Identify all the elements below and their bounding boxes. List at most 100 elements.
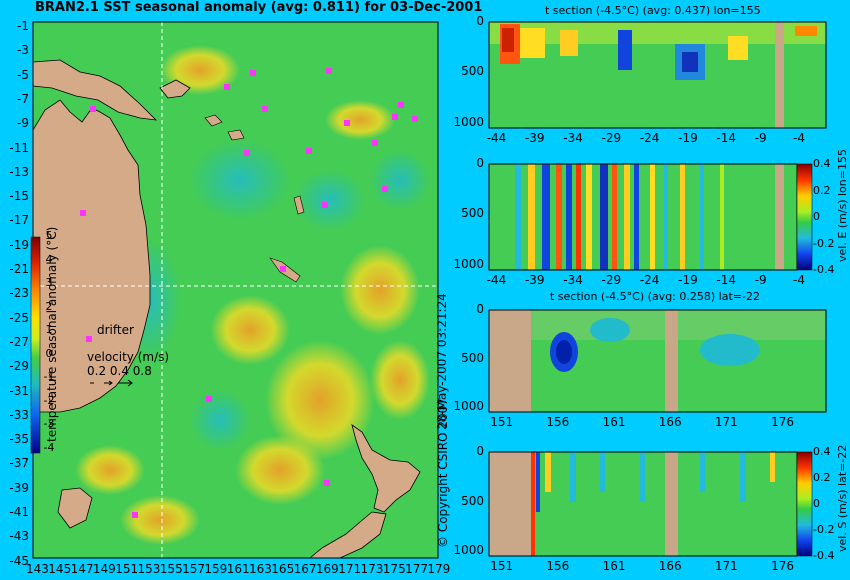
panel-y-tick: 1000 <box>453 114 484 129</box>
panel-x-tick: -19 <box>678 131 698 145</box>
section-panel-4 <box>488 451 813 557</box>
panel-x-tick: -9 <box>754 131 767 145</box>
lat-tick-label: -15 <box>9 189 29 204</box>
velocity-ticks: 0.2 0.4 0.8 <box>87 364 152 378</box>
lon-tick-label: 179 <box>427 562 451 576</box>
panel-x-tick: -39 <box>524 131 545 145</box>
lon-tick-label: 167 <box>293 562 317 576</box>
lon-tick-label: 177 <box>405 562 428 576</box>
lon-tick-label: 165 <box>271 562 295 576</box>
lon-tick-label: 171 <box>338 562 362 576</box>
lat-tick-label: -1 <box>17 19 29 33</box>
land-column <box>665 310 678 412</box>
solomon-islands <box>204 114 245 141</box>
lat-tick-label: -31 <box>9 383 29 398</box>
lat-tick-label: -23 <box>9 286 29 301</box>
new-britain-land <box>159 79 191 99</box>
panel-colorbar-tick: 0.2 <box>813 183 831 197</box>
lat-tick-label: -37 <box>9 456 29 471</box>
panel-x-tick: -14 <box>716 273 737 287</box>
panel-colorbar-tick: -0.4 <box>813 263 835 276</box>
lat-tick-label: -3 <box>17 43 29 58</box>
panel-x-tick: -39 <box>524 273 545 287</box>
panel-x-tick: -34 <box>563 131 583 145</box>
panel-x-tick: 166 <box>658 559 682 573</box>
lat-tick-label: -25 <box>9 310 29 325</box>
colorbar-tick: 4 <box>45 252 53 266</box>
lat-tick-label: -39 <box>9 480 29 495</box>
panel-x-tick: -29 <box>601 273 622 287</box>
tasmania-land <box>57 487 93 529</box>
panel-x-tick: -34 <box>563 273 583 287</box>
panel-4-colorbar-label: vel. S (m/s) lat=-22 <box>836 444 849 552</box>
panel-x-tick: 156 <box>546 559 570 573</box>
panel-x-tick: 151 <box>490 559 514 573</box>
panel-x-tick: -24 <box>639 131 660 145</box>
lat-tick-label: -41 <box>9 505 29 519</box>
lat-tick-label: -27 <box>9 334 29 349</box>
lat-tick-label: -33 <box>9 407 29 422</box>
panel-x-tick: 161 <box>602 559 626 573</box>
panel-y-tick: 1000 <box>453 543 484 558</box>
drifter-label: drifter <box>97 323 134 337</box>
section-panel-2 <box>488 163 813 271</box>
lon-tick-label: 155 <box>159 562 183 576</box>
drifter-markers <box>80 68 418 518</box>
panel-colorbar-tick: 0.2 <box>813 471 831 484</box>
lon-tick-label: 159 <box>204 562 228 576</box>
panel-y-tick: 500 <box>461 206 484 221</box>
land-column <box>489 452 531 556</box>
panel-x-tick: -19 <box>678 273 698 287</box>
panel-colorbar-tick: -0.4 <box>813 549 835 562</box>
panel-x-tick: 151 <box>490 415 514 429</box>
vel-s-colorbar <box>796 451 813 557</box>
lon-tick-label: 143 <box>26 562 49 576</box>
lon-tick-label: 147 <box>70 562 94 576</box>
panel-x-tick: 176 <box>771 559 794 573</box>
lat-tick-label: -17 <box>9 213 29 228</box>
panel-y-tick: 0 <box>476 156 484 170</box>
lat-tick-label: -7 <box>17 91 29 106</box>
panel-y-tick: 500 <box>461 493 484 508</box>
panel-x-tick: -4 <box>793 273 805 287</box>
panel-x-tick: -9 <box>754 273 767 287</box>
colorbar-label: temperature seasonal anomaly (°C) <box>45 226 59 442</box>
panel-x-tick: 176 <box>771 415 794 429</box>
colorbar-tick: 3 <box>45 276 53 289</box>
panel-2-colorbar-label: vel. E (m/s) lon=155 <box>836 149 849 262</box>
panel-y-tick: 1000 <box>453 399 484 414</box>
lat-tick-label: -13 <box>9 164 29 179</box>
lat-tick-label: -5 <box>17 67 29 82</box>
new-guinea-land <box>32 59 158 121</box>
copyright-text: © Copyright CSIRO 2007 <box>436 398 450 548</box>
colorbar-tick: 5 <box>45 229 53 242</box>
lon-tick-label: 169 <box>315 562 339 576</box>
panel-y-tick: 1000 <box>453 256 484 271</box>
velocity-label: velocity (m/s) <box>87 350 170 364</box>
velocity-legend-arrows <box>90 379 133 387</box>
panel-1-title: t section (-4.5°C) (avg: 0.437) lon=155 <box>545 4 761 17</box>
panel-y-tick: 500 <box>461 64 484 79</box>
panel-colorbar-tick: -0.2 <box>813 236 835 250</box>
colorbar-tick: -2 <box>43 393 55 407</box>
lat-tick-label: -45 <box>9 553 29 568</box>
panel-x-tick: -44 <box>486 131 507 145</box>
colorbar-tick: 2 <box>45 299 53 313</box>
panel-colorbar-tick: 0 <box>813 497 820 510</box>
panel-colorbar-tick: -0.2 <box>813 523 835 536</box>
panel-x-tick: 156 <box>546 415 570 429</box>
colorbar-tick: -3 <box>43 417 55 430</box>
panel-x-tick: -4 <box>793 131 805 145</box>
lon-tick-label: 163 <box>249 562 272 576</box>
colorbar-tick: -1 <box>43 370 55 383</box>
panel-3-title: t section (-4.5°C) (avg: 0.258) lat=-22 <box>550 290 760 303</box>
colorbar-tick: -4 <box>43 440 55 454</box>
lon-tick-label: 173 <box>360 562 384 576</box>
panel-x-tick: -14 <box>716 131 737 145</box>
land-column <box>665 452 678 556</box>
temperature-colorbar <box>30 236 41 454</box>
land-column <box>775 164 784 270</box>
panel-x-tick: 166 <box>658 415 682 429</box>
lon-tick-label: 157 <box>182 562 205 576</box>
